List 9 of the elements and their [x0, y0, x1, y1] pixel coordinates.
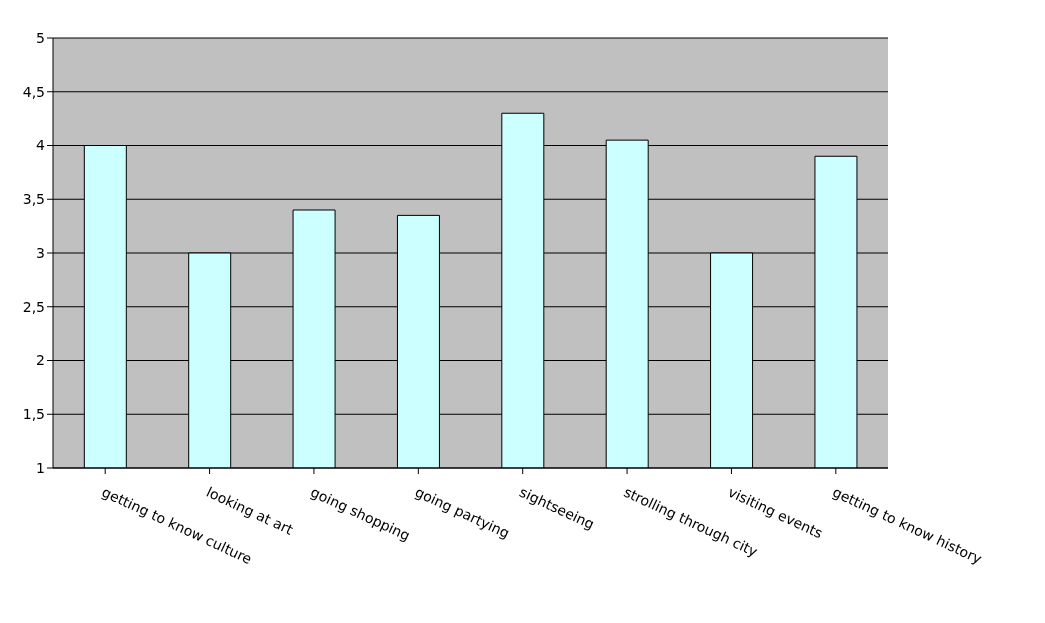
y-tick-label: 2,5: [22, 298, 45, 315]
y-tick-label: 1,5: [22, 406, 45, 423]
y-tick-label: 4,5: [22, 83, 45, 100]
y-tick-label: 1: [36, 459, 45, 476]
y-tick-label: 5: [36, 29, 45, 46]
y-tick-label: 3,5: [22, 191, 45, 208]
y-tick-label: 4: [36, 137, 46, 154]
y-tick-label: 2: [36, 352, 45, 369]
y-tick-label: 3: [36, 244, 45, 261]
